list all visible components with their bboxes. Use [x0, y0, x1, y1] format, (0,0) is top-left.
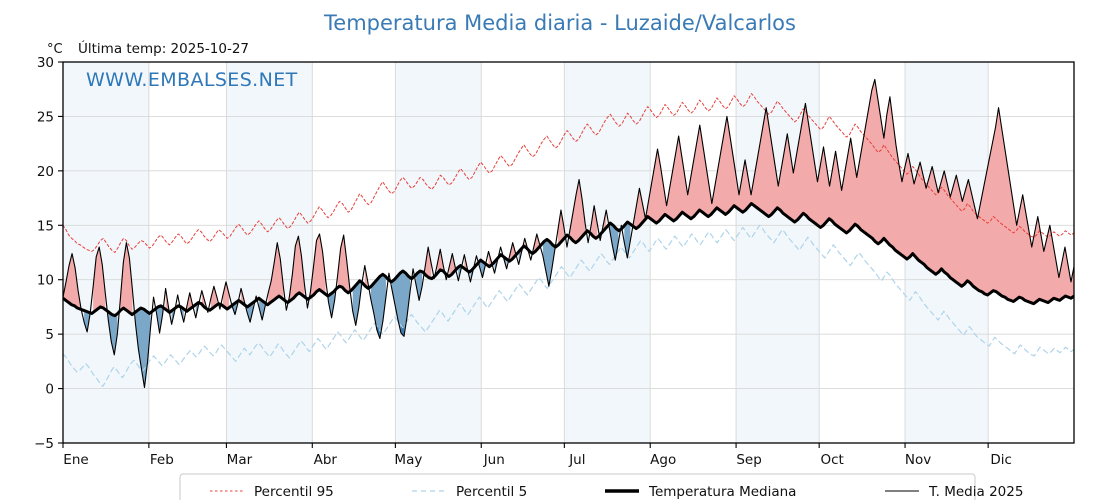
below-median-fill	[479, 261, 486, 278]
legend-label[interactable]: Temperatura Mediana	[648, 484, 796, 500]
last-temp-label: Última temp: 2025-10-27	[78, 39, 249, 57]
below-median-fill	[609, 224, 619, 261]
page-title: Temperatura Media diaria - Luzaide/Valca…	[323, 11, 796, 35]
below-median-fill	[328, 290, 335, 318]
below-median-fill	[352, 281, 362, 326]
series-lines	[63, 78, 1074, 389]
y-tick-label: −5	[34, 436, 54, 452]
below-median-fill	[108, 311, 118, 355]
x-axis-tick-labels: Ene Feb Mar Abr May Jun Jul Ago Sep Oct Nov Dic	[62, 443, 1012, 468]
above-median-fill	[63, 253, 82, 310]
x-tick-label: Jul	[568, 452, 585, 468]
below-median-fill	[259, 298, 266, 320]
y-tick-label: 0	[45, 382, 54, 398]
percentil-95-line	[63, 93, 1074, 253]
above-median-fill	[591, 205, 598, 238]
x-tick-label: Abr	[314, 452, 338, 468]
x-tick-label: Dic	[990, 452, 1012, 468]
y-tick-label: 30	[37, 55, 54, 71]
legend-label[interactable]: Percentil 5	[456, 484, 527, 500]
x-tick-label: May	[394, 452, 422, 468]
axes	[62, 61, 1075, 444]
x-tick-label: Nov	[905, 452, 931, 468]
month-band	[395, 62, 482, 443]
above-median-fill	[437, 249, 444, 274]
watermark: WWW.EMBALSES.NET	[86, 69, 298, 91]
below-median-fill	[391, 271, 411, 337]
plot-border	[62, 61, 1075, 444]
x-tick-label: Ago	[650, 452, 676, 468]
x-tick-label: Feb	[150, 452, 174, 468]
x-tick-label: Sep	[736, 452, 761, 468]
above-median-fill	[268, 242, 284, 305]
y-tick-label: 15	[37, 218, 54, 234]
x-tick-label: Ene	[63, 452, 88, 468]
above-median-fill	[425, 247, 432, 279]
x-tick-label: Oct	[821, 452, 844, 468]
y-tick-label: 20	[37, 164, 54, 180]
legend-label[interactable]: Percentil 95	[254, 484, 334, 500]
below-median-fill	[232, 300, 239, 315]
y-tick-label: 10	[37, 273, 54, 289]
below-median-fill	[156, 306, 163, 334]
chart-legend[interactable]: Percentil 95 Percentil 5 Temperatura Media…	[179, 473, 1023, 504]
percentil-5-line	[63, 224, 1074, 387]
x-tick-label: Jun	[483, 452, 505, 468]
y-tick-label: 25	[37, 109, 54, 125]
y-axis-unit-label: °C	[47, 42, 63, 57]
legend-label[interactable]: T. Media 2025	[928, 484, 1023, 500]
month-band	[63, 62, 149, 443]
month-band	[564, 62, 651, 443]
x-tick-label: Mar	[227, 452, 253, 468]
y-axis-tick-labels: −5 0 5 10 15 20 25 30	[34, 55, 63, 452]
above-median-fill	[93, 247, 106, 313]
t-media-2025-line	[63, 78, 1074, 389]
legend-box	[179, 473, 976, 504]
y-tick-label: 5	[45, 327, 54, 343]
below-median-fill	[542, 240, 555, 287]
above-median-fill	[633, 79, 1074, 303]
